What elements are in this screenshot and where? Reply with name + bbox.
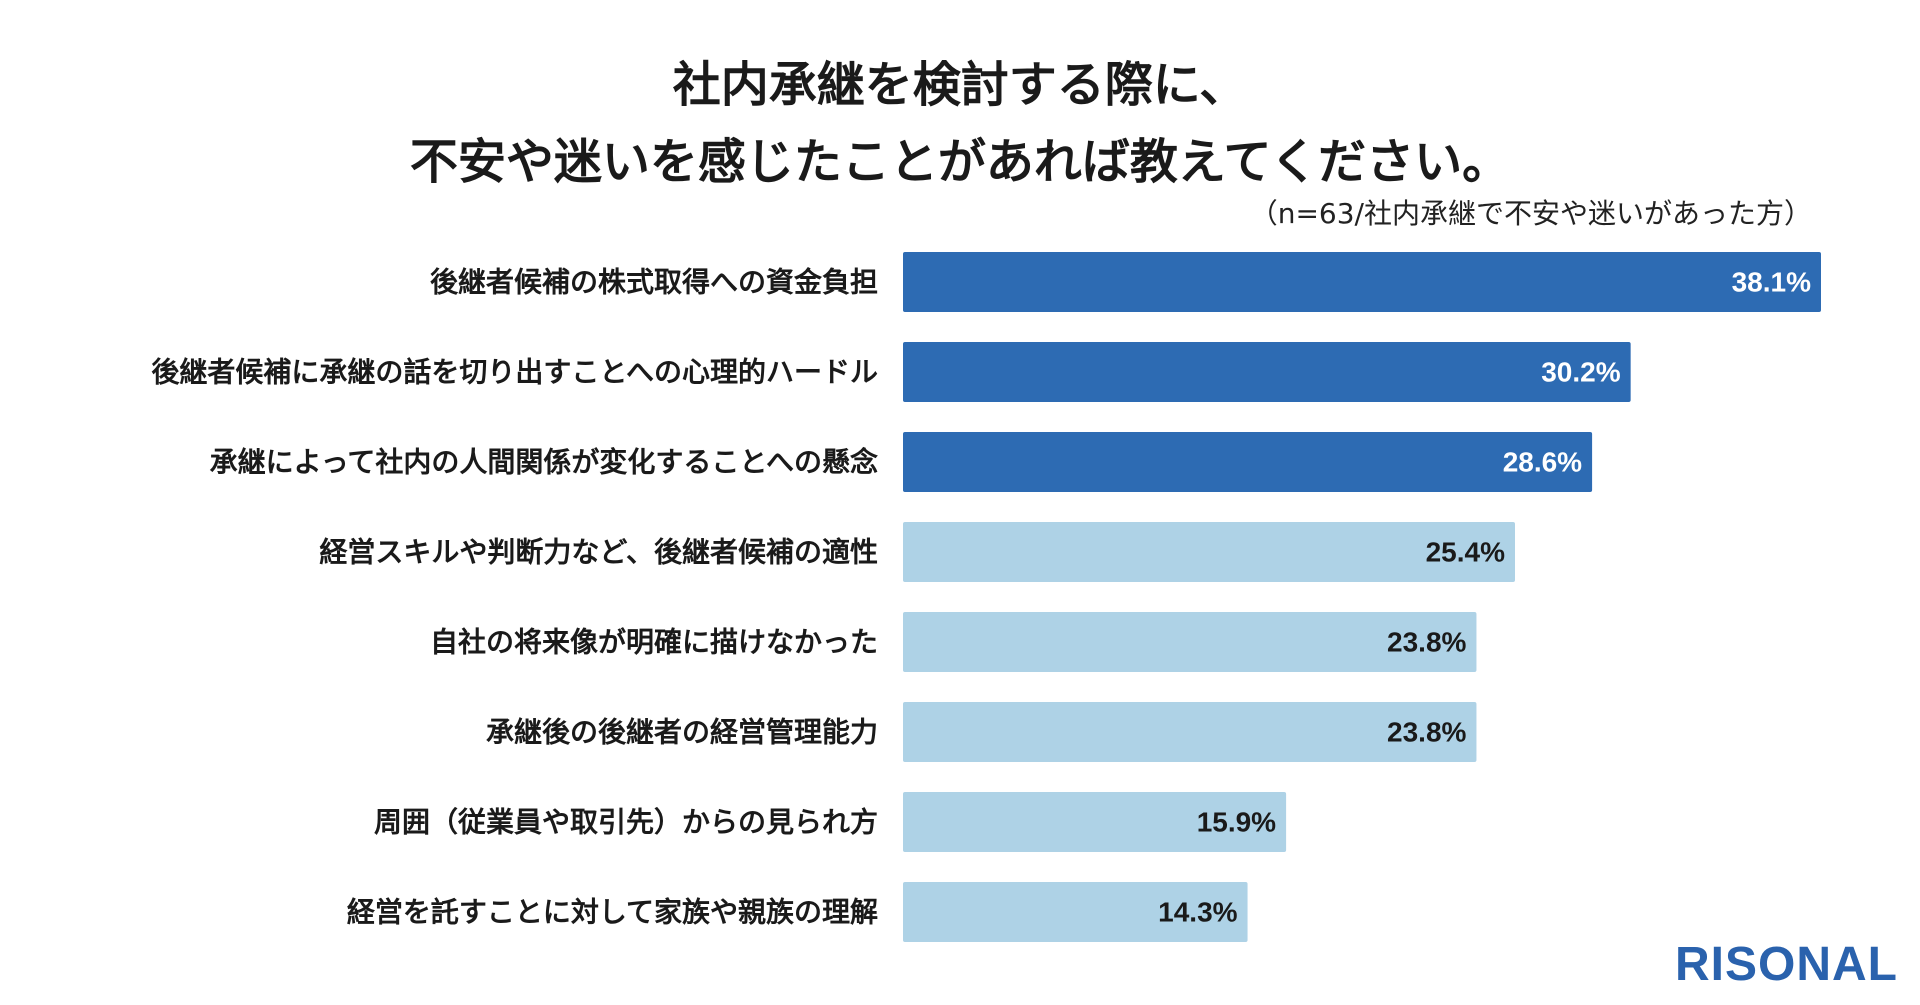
bar-1 xyxy=(903,252,1821,312)
sample-size-note: （n=63/社内承継で不安や迷いがあった方） xyxy=(1249,197,1812,230)
chart-title-line-1: 社内承継を検討する際に、 xyxy=(672,57,1248,113)
value-label-6: 23.8% xyxy=(1387,717,1466,748)
bar-7 xyxy=(903,792,1287,852)
category-label-8: 経営を託すことに対して家族や親族の理解 xyxy=(347,896,878,929)
bar-3 xyxy=(903,432,1593,492)
bar-6 xyxy=(903,702,1477,762)
bar-5 xyxy=(903,612,1477,672)
bar-4 xyxy=(903,522,1515,582)
bars-group: 後継者候補の株式取得への資金負担 38.1% 後継者候補に承継の話を切り出すことへの… xyxy=(151,252,1821,942)
category-label-3: 承継によって社内の人間関係が変化することへの懸念 xyxy=(210,446,878,479)
bar-2 xyxy=(903,342,1631,402)
value-label-5: 23.8% xyxy=(1387,627,1466,658)
category-label-5: 自社の将来像が明確に描けなかった xyxy=(430,626,878,659)
value-label-3: 28.6% xyxy=(1503,447,1582,478)
category-label-4: 経営スキルや判断力など、後継者候補の適性 xyxy=(319,536,878,569)
value-label-2: 30.2% xyxy=(1541,357,1620,388)
category-label-7: 周囲（従業員や取引先）からの見られ方 xyxy=(374,806,878,839)
category-label-2: 後継者候補に承継の話を切り出すことへの心理的ハードル xyxy=(151,356,878,389)
risonal-logo: RISONAL xyxy=(1675,938,1898,991)
category-label-6: 承継後の後継者の経営管理能力 xyxy=(486,716,878,749)
bar-8 xyxy=(903,882,1248,942)
value-label-4: 25.4% xyxy=(1426,537,1505,568)
value-label-7: 15.9% xyxy=(1197,807,1276,838)
value-label-8: 14.3% xyxy=(1158,897,1237,928)
chart-title-line-2: 不安や迷いを感じたことがあれば教えてください。 xyxy=(409,134,1511,190)
value-label-1: 38.1% xyxy=(1732,267,1811,298)
category-label-1: 後継者候補の株式取得への資金負担 xyxy=(430,266,878,299)
